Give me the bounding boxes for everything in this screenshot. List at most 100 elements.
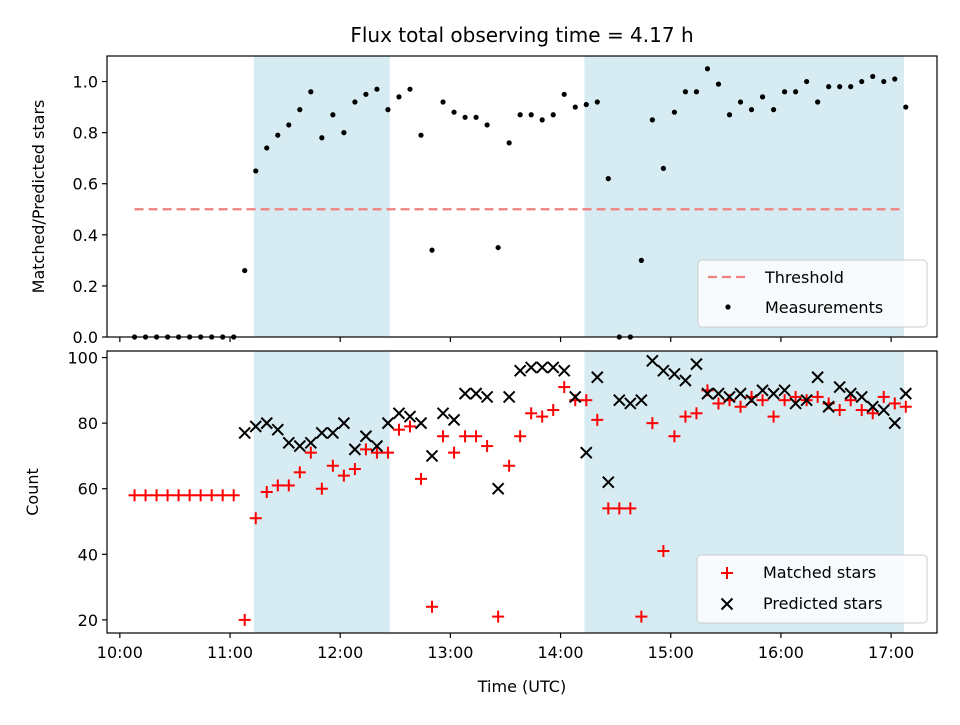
matched-star-point (602, 502, 615, 515)
measurement-point (682, 89, 689, 95)
x-b (425, 449, 439, 463)
y-tick-label: 100 (67, 349, 98, 368)
x-b (580, 446, 593, 459)
y-tick-label: 80 (78, 414, 98, 433)
predicted-star-point (502, 390, 516, 404)
measurement-point (539, 117, 545, 123)
y-axis-label: Matched/Predicted stars (29, 100, 48, 294)
x-b (348, 443, 362, 456)
measurement-point (770, 107, 777, 113)
matched-star-point (448, 446, 461, 459)
predicted-star-point (844, 387, 857, 400)
matched-star-point (304, 446, 317, 459)
predicted-star-point (524, 361, 538, 374)
measurement-point (308, 89, 314, 95)
x-b (502, 390, 516, 404)
predicted-star-point (436, 407, 450, 420)
matched-star-point (888, 397, 901, 410)
predicted-star-point (866, 400, 879, 413)
matched-star-point (492, 610, 505, 623)
matched-star-point (337, 469, 350, 482)
matched-star-point (833, 404, 846, 417)
measurement-point (561, 91, 567, 97)
x-b (723, 390, 736, 404)
matched-star-point (392, 423, 405, 436)
matched-star-point (624, 502, 637, 515)
predicted-star-point (513, 364, 527, 377)
measurement-point (495, 244, 501, 251)
matched-star-point (679, 410, 692, 423)
matched-star-point (580, 394, 593, 407)
ratio-panel: 0.0 0.2 0.4 0.6 0.8 1.0 Matched/Predicted star… (29, 55, 938, 347)
measurement-point (726, 112, 733, 118)
x-b (602, 475, 615, 489)
x-b (414, 416, 428, 430)
y-tick-label: 0.2 (73, 277, 98, 296)
measurement-point (638, 257, 644, 263)
matched-star-point (150, 489, 163, 502)
predicted-star-point (381, 416, 395, 430)
x-tick-label: 10:00 (97, 643, 143, 662)
predicted-star-point (723, 390, 736, 404)
measurement-point (881, 78, 887, 85)
x-b (381, 416, 395, 430)
x-b (337, 416, 351, 430)
legend-threshold-label: Threshold (764, 268, 844, 287)
x-tick-label: 16:00 (758, 643, 804, 662)
y-tick-label: 60 (78, 480, 98, 499)
predicted-star-point (403, 410, 417, 423)
matched-star-point (844, 394, 857, 407)
matched-star-point (514, 430, 527, 443)
predicted-star-point (348, 443, 362, 456)
measurement-point (330, 112, 336, 118)
x-b (447, 413, 461, 427)
x-b (436, 407, 450, 420)
legend-box (696, 554, 928, 624)
x-b (613, 393, 626, 407)
x-b (359, 430, 373, 443)
matched-star-point (470, 430, 483, 443)
measurement-point (649, 117, 655, 123)
measurement-point (286, 122, 292, 128)
x-tick-label: 17:00 (868, 643, 914, 662)
predicted-star-point (811, 371, 824, 384)
legend-measurement-swatch (725, 304, 731, 310)
matched-star-point (139, 489, 152, 502)
x-b (315, 426, 329, 440)
x-b (535, 361, 549, 374)
matched-star-point (172, 489, 185, 502)
predicted-star-point (447, 413, 461, 427)
x-b (249, 420, 262, 433)
predicted-star-point (547, 361, 560, 374)
x-b (811, 371, 824, 384)
measurement-point (418, 132, 424, 138)
x-b (789, 397, 802, 410)
matched-star-point (370, 446, 383, 459)
matched-star-point (503, 459, 516, 472)
matched-star-point (547, 404, 560, 417)
predicted-star-point (591, 371, 604, 384)
matched-star-point (403, 420, 416, 433)
x-axis-label: Time (UTC) (477, 677, 566, 696)
x-b (591, 371, 604, 384)
y-axis-label: Count (23, 468, 42, 516)
x-b (720, 597, 734, 611)
measurement-point (385, 107, 391, 113)
matched-star-point (558, 381, 571, 394)
predicted-star-point (833, 380, 846, 394)
y-tick-label: 40 (78, 545, 98, 564)
measurement-point (793, 89, 799, 95)
predicted-star-point (855, 390, 868, 404)
measurement-point (804, 78, 810, 85)
measurement-point (781, 89, 788, 95)
predicted-star-point (491, 482, 505, 495)
measurement-point (319, 135, 325, 141)
x-b (877, 403, 890, 417)
y-tick-label: 0.8 (73, 124, 98, 143)
y-tick-label: 0.6 (73, 175, 98, 194)
matched-star-point (227, 489, 240, 502)
measurement-point (759, 94, 766, 100)
predicted-star-point (392, 407, 406, 420)
matched-star-point (690, 407, 703, 420)
